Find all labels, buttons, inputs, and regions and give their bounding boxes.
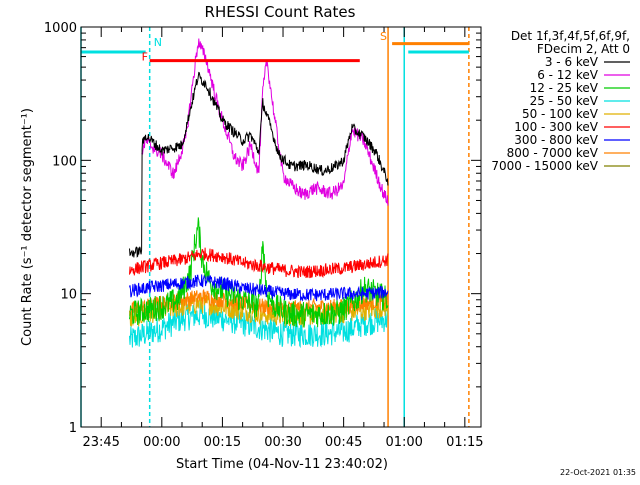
legend-entry: 300 - 800 keV xyxy=(514,133,630,147)
x-axis: 23:45 00:00 00:15 00:30 00:45 01:00 01:15 xyxy=(80,27,484,450)
y-tick-label: 100 xyxy=(52,154,77,169)
series-line xyxy=(129,247,389,279)
y-axis: 1 10 100 1000 xyxy=(44,21,481,436)
plot-area: NF S 1 10 100 1000 23:45 00:00 00:15 00:30 00:45… xyxy=(44,21,484,450)
flags-layer: NF S xyxy=(142,30,387,64)
legend-label: 100 - 300 keV xyxy=(514,120,598,134)
x-tick-label: 00:30 xyxy=(264,435,301,450)
x-tick-label: 00:45 xyxy=(325,435,362,450)
plot-frame xyxy=(80,26,482,428)
y-axis-label: Count Rate (s⁻¹ detector segment⁻¹) xyxy=(20,108,35,346)
flag-label: F xyxy=(142,51,148,64)
series-layer xyxy=(129,38,389,349)
x-axis-label: Start Time (04-Nov-11 23:40:02) xyxy=(176,457,388,472)
y-tick-label: 10 xyxy=(60,288,77,303)
legend-entry: 6 - 12 keV xyxy=(537,68,630,82)
legend-entry: 7000 - 15000 keV xyxy=(491,159,630,173)
legend-label: 300 - 800 keV xyxy=(514,133,598,147)
series-line xyxy=(129,217,389,328)
legend-label: 12 - 25 keV xyxy=(530,81,599,95)
series-line xyxy=(129,274,389,302)
legend-entry: 12 - 25 keV xyxy=(530,81,630,95)
y-tick-label: 1 xyxy=(69,421,77,436)
series-line xyxy=(129,302,389,349)
legend-entry: 25 - 50 keV xyxy=(530,94,630,108)
legend-entry: 3 - 6 keV xyxy=(545,55,630,69)
chart-title: RHESSI Count Rates xyxy=(205,3,356,21)
legend-header-line1: Det 1f,3f,4f,5f,6f,9f, xyxy=(511,29,630,43)
flag-label: N xyxy=(154,36,162,49)
bars-layer xyxy=(81,42,469,63)
legend-label: 3 - 6 keV xyxy=(545,55,599,69)
series-line xyxy=(129,71,389,258)
legend-label: 800 - 7000 keV xyxy=(507,146,599,160)
y-tick-label: 1000 xyxy=(44,21,77,36)
legend-entry: 50 - 100 keV xyxy=(522,107,630,121)
x-tick-label: 01:00 xyxy=(385,435,422,450)
series-line xyxy=(141,38,389,206)
x-tick-label: 01:15 xyxy=(446,435,483,450)
legend: Det 1f,3f,4f,5f,6f,9f, FDecim 2, Att 0 3… xyxy=(491,29,630,173)
legend-label: 50 - 100 keV xyxy=(522,107,599,121)
legend-label: 7000 - 15000 keV xyxy=(491,159,598,173)
legend-header-line2: FDecim 2, Att 0 xyxy=(537,42,630,56)
x-tick-label: 23:45 xyxy=(82,435,119,450)
legend-label: 25 - 50 keV xyxy=(530,94,599,108)
x-tick-label: 00:15 xyxy=(204,435,241,450)
x-tick-label: 00:00 xyxy=(143,435,180,450)
legend-entry: 100 - 300 keV xyxy=(514,120,630,134)
legend-entry: 800 - 7000 keV xyxy=(507,146,630,160)
legend-label: 6 - 12 keV xyxy=(537,68,599,82)
footer-date: 22-Oct-2021 01:35 xyxy=(560,468,636,477)
flag-label: S xyxy=(380,30,387,43)
